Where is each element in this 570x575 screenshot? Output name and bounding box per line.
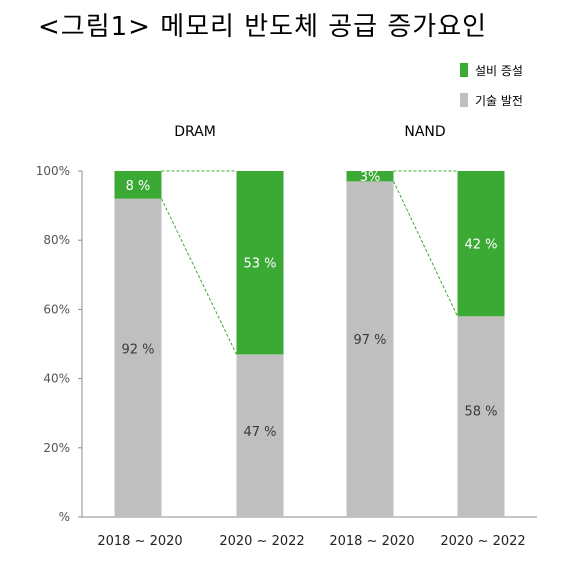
equipment-segment — [114, 171, 162, 199]
x-tick-label: 2020 ~ 2022 — [440, 534, 525, 549]
y-tick-label: 100% — [36, 164, 70, 178]
tech-segment — [114, 198, 162, 517]
y-tick-label: 40% — [43, 372, 70, 386]
y-tick-label: 60% — [43, 302, 70, 316]
equipment-value-label: 53 % — [243, 257, 276, 272]
tech-value-label: 92 % — [121, 342, 154, 357]
legend-label-equipment: 설비 증설 — [475, 64, 523, 78]
connector-line — [393, 181, 458, 317]
panel-label-dram: DRAM — [174, 124, 216, 140]
y-tick-label: 80% — [43, 233, 70, 247]
equipment-value-label: 8 % — [126, 179, 151, 194]
chart-title: <그림1> 메모리 반도체 공급 증가요인 — [38, 12, 488, 42]
tech-segment — [236, 354, 284, 517]
tech-value-label: 58 % — [464, 405, 497, 420]
tech-value-label: 47 % — [243, 425, 276, 440]
x-tick-label: 2018 ~ 2020 — [97, 534, 182, 549]
y-tick-label: % — [59, 510, 70, 524]
equipment-segment — [457, 171, 505, 317]
tech-segment — [457, 316, 505, 517]
tech-value-label: 97 % — [353, 333, 386, 348]
panel-label-nand: NAND — [404, 124, 445, 140]
connector-line — [161, 198, 237, 355]
legend-swatch-equipment — [460, 63, 468, 77]
tech-segment — [346, 181, 394, 517]
x-tick-label: 2018 ~ 2020 — [329, 534, 414, 549]
y-tick-label: 20% — [43, 441, 70, 455]
x-tick-label: 2020 ~ 2022 — [219, 534, 304, 549]
equipment-value-label: 42 % — [464, 238, 497, 253]
equipment-segment — [346, 171, 394, 182]
equipment-value-label: 3% — [360, 170, 381, 185]
legend-swatch-tech — [460, 93, 468, 107]
legend-label-tech: 기술 발전 — [475, 94, 523, 108]
equipment-segment — [236, 171, 284, 355]
